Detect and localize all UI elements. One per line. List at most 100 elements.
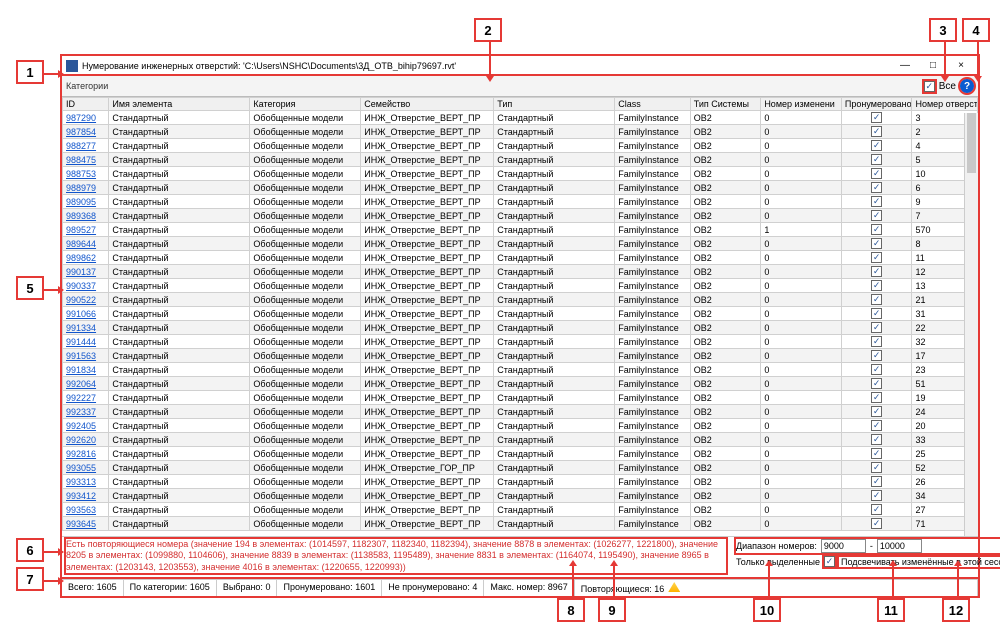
numbered-checkbox[interactable]: ✓ — [871, 196, 882, 207]
all-checkbox[interactable]: ✓ — [924, 81, 935, 92]
numbered-checkbox[interactable]: ✓ — [871, 364, 882, 375]
numbered-checkbox[interactable]: ✓ — [871, 224, 882, 235]
column-header[interactable]: Пронумеровано — [841, 98, 912, 111]
close-button[interactable]: × — [948, 57, 974, 75]
id-link[interactable]: 993645 — [66, 519, 96, 529]
id-link[interactable]: 987854 — [66, 127, 96, 137]
id-link[interactable]: 992405 — [66, 421, 96, 431]
numbered-checkbox[interactable]: ✓ — [871, 518, 882, 529]
only-selected-checkbox[interactable]: ✓ — [824, 556, 835, 567]
column-header[interactable]: ID — [63, 98, 109, 111]
table-row[interactable]: 990337СтандартныйОбобщенные моделиИНЖ_От… — [63, 279, 978, 293]
numbered-checkbox[interactable]: ✓ — [871, 280, 882, 291]
table-row[interactable]: 993313СтандартныйОбобщенные моделиИНЖ_От… — [63, 475, 978, 489]
table-row[interactable]: 991563СтандартныйОбобщенные моделиИНЖ_От… — [63, 349, 978, 363]
numbered-checkbox[interactable]: ✓ — [871, 476, 882, 487]
table-row[interactable]: 993412СтандартныйОбобщенные моделиИНЖ_От… — [63, 489, 978, 503]
numbered-checkbox[interactable]: ✓ — [871, 490, 882, 501]
numbered-checkbox[interactable]: ✓ — [871, 126, 882, 137]
vertical-scrollbar[interactable] — [964, 113, 978, 536]
numbered-checkbox[interactable]: ✓ — [871, 322, 882, 333]
minimize-button[interactable]: — — [892, 57, 918, 75]
id-link[interactable]: 993055 — [66, 463, 96, 473]
table-row[interactable]: 991334СтандартныйОбобщенные моделиИНЖ_От… — [63, 321, 978, 335]
column-header[interactable]: Class — [615, 98, 691, 111]
table-row[interactable]: 989862СтандартныйОбобщенные моделиИНЖ_От… — [63, 251, 978, 265]
column-header[interactable]: Тип Системы — [690, 98, 761, 111]
table-row[interactable]: 988475СтандартныйОбобщенные моделиИНЖ_От… — [63, 153, 978, 167]
numbered-checkbox[interactable]: ✓ — [871, 140, 882, 151]
table-row[interactable]: 993055СтандартныйОбобщенные моделиИНЖ_От… — [63, 461, 978, 475]
table-row[interactable]: 993645СтандартныйОбобщенные моделиИНЖ_От… — [63, 517, 978, 531]
column-header[interactable]: Номер изменени — [761, 98, 842, 111]
id-link[interactable]: 990337 — [66, 281, 96, 291]
id-link[interactable]: 992064 — [66, 379, 96, 389]
numbered-checkbox[interactable]: ✓ — [871, 448, 882, 459]
table-row[interactable]: 991444СтандартныйОбобщенные моделиИНЖ_От… — [63, 335, 978, 349]
id-link[interactable]: 993563 — [66, 505, 96, 515]
numbered-checkbox[interactable]: ✓ — [871, 406, 882, 417]
id-link[interactable]: 991444 — [66, 337, 96, 347]
id-link[interactable]: 992227 — [66, 393, 96, 403]
id-link[interactable]: 989368 — [66, 211, 96, 221]
id-link[interactable]: 989644 — [66, 239, 96, 249]
id-link[interactable]: 988475 — [66, 155, 96, 165]
table-row[interactable]: 992816СтандартныйОбобщенные моделиИНЖ_От… — [63, 447, 978, 461]
numbered-checkbox[interactable]: ✓ — [871, 182, 882, 193]
id-link[interactable]: 992337 — [66, 407, 96, 417]
id-link[interactable]: 989527 — [66, 225, 96, 235]
table-row[interactable]: 988979СтандартныйОбобщенные моделиИНЖ_От… — [63, 181, 978, 195]
id-link[interactable]: 993313 — [66, 477, 96, 487]
table-row[interactable]: 992620СтандартныйОбобщенные моделиИНЖ_От… — [63, 433, 978, 447]
numbered-checkbox[interactable]: ✓ — [871, 308, 882, 319]
table-row[interactable]: 990522СтандартныйОбобщенные моделиИНЖ_От… — [63, 293, 978, 307]
help-icon[interactable]: ? — [960, 79, 974, 93]
table-row[interactable]: 987854СтандартныйОбобщенные моделиИНЖ_От… — [63, 125, 978, 139]
id-link[interactable]: 991066 — [66, 309, 96, 319]
column-header[interactable]: Номер отверстия — [912, 98, 978, 111]
id-link[interactable]: 992620 — [66, 435, 96, 445]
table-row[interactable]: 990137СтандартныйОбобщенные моделиИНЖ_От… — [63, 265, 978, 279]
numbered-checkbox[interactable]: ✓ — [871, 294, 882, 305]
id-link[interactable]: 989095 — [66, 197, 96, 207]
numbered-checkbox[interactable]: ✓ — [871, 434, 882, 445]
id-link[interactable]: 991834 — [66, 365, 96, 375]
id-link[interactable]: 990137 — [66, 267, 96, 277]
table-row[interactable]: 989527СтандартныйОбобщенные моделиИНЖ_От… — [63, 223, 978, 237]
table-row[interactable]: 987290СтандартныйОбобщенные моделиИНЖ_От… — [63, 111, 978, 125]
numbered-checkbox[interactable]: ✓ — [871, 350, 882, 361]
numbered-checkbox[interactable]: ✓ — [871, 336, 882, 347]
numbered-checkbox[interactable]: ✓ — [871, 420, 882, 431]
numbered-checkbox[interactable]: ✓ — [871, 392, 882, 403]
id-link[interactable]: 988277 — [66, 141, 96, 151]
table-row[interactable]: 991834СтандартныйОбобщенные моделиИНЖ_От… — [63, 363, 978, 377]
numbered-checkbox[interactable]: ✓ — [871, 252, 882, 263]
id-link[interactable]: 988753 — [66, 169, 96, 179]
table-row[interactable]: 989368СтандартныйОбобщенные моделиИНЖ_От… — [63, 209, 978, 223]
id-link[interactable]: 992816 — [66, 449, 96, 459]
id-link[interactable]: 990522 — [66, 295, 96, 305]
numbered-checkbox[interactable]: ✓ — [871, 238, 882, 249]
id-link[interactable]: 991563 — [66, 351, 96, 361]
table-row[interactable]: 992227СтандартныйОбобщенные моделиИНЖ_От… — [63, 391, 978, 405]
table-row[interactable]: 992337СтандартныйОбобщенные моделиИНЖ_От… — [63, 405, 978, 419]
numbered-checkbox[interactable]: ✓ — [871, 462, 882, 473]
numbered-checkbox[interactable]: ✓ — [871, 210, 882, 221]
table-row[interactable]: 988753СтандартныйОбобщенные моделиИНЖ_От… — [63, 167, 978, 181]
numbered-checkbox[interactable]: ✓ — [871, 168, 882, 179]
range-from-input[interactable] — [821, 539, 866, 553]
column-header[interactable]: Категория — [250, 98, 361, 111]
numbered-checkbox[interactable]: ✓ — [871, 504, 882, 515]
id-link[interactable]: 987290 — [66, 113, 96, 123]
numbered-checkbox[interactable]: ✓ — [871, 266, 882, 277]
id-link[interactable]: 991334 — [66, 323, 96, 333]
numbered-checkbox[interactable]: ✓ — [871, 112, 882, 123]
data-grid[interactable]: IDИмя элементаКатегорияСемействоТипClass… — [62, 96, 978, 536]
id-link[interactable]: 988979 — [66, 183, 96, 193]
id-link[interactable]: 993412 — [66, 491, 96, 501]
table-row[interactable]: 991066СтандартныйОбобщенные моделиИНЖ_От… — [63, 307, 978, 321]
table-row[interactable]: 993563СтандартныйОбобщенные моделиИНЖ_От… — [63, 503, 978, 517]
column-header[interactable]: Имя элемента — [109, 98, 250, 111]
range-to-input[interactable] — [877, 539, 922, 553]
table-row[interactable]: 988277СтандартныйОбобщенные моделиИНЖ_От… — [63, 139, 978, 153]
